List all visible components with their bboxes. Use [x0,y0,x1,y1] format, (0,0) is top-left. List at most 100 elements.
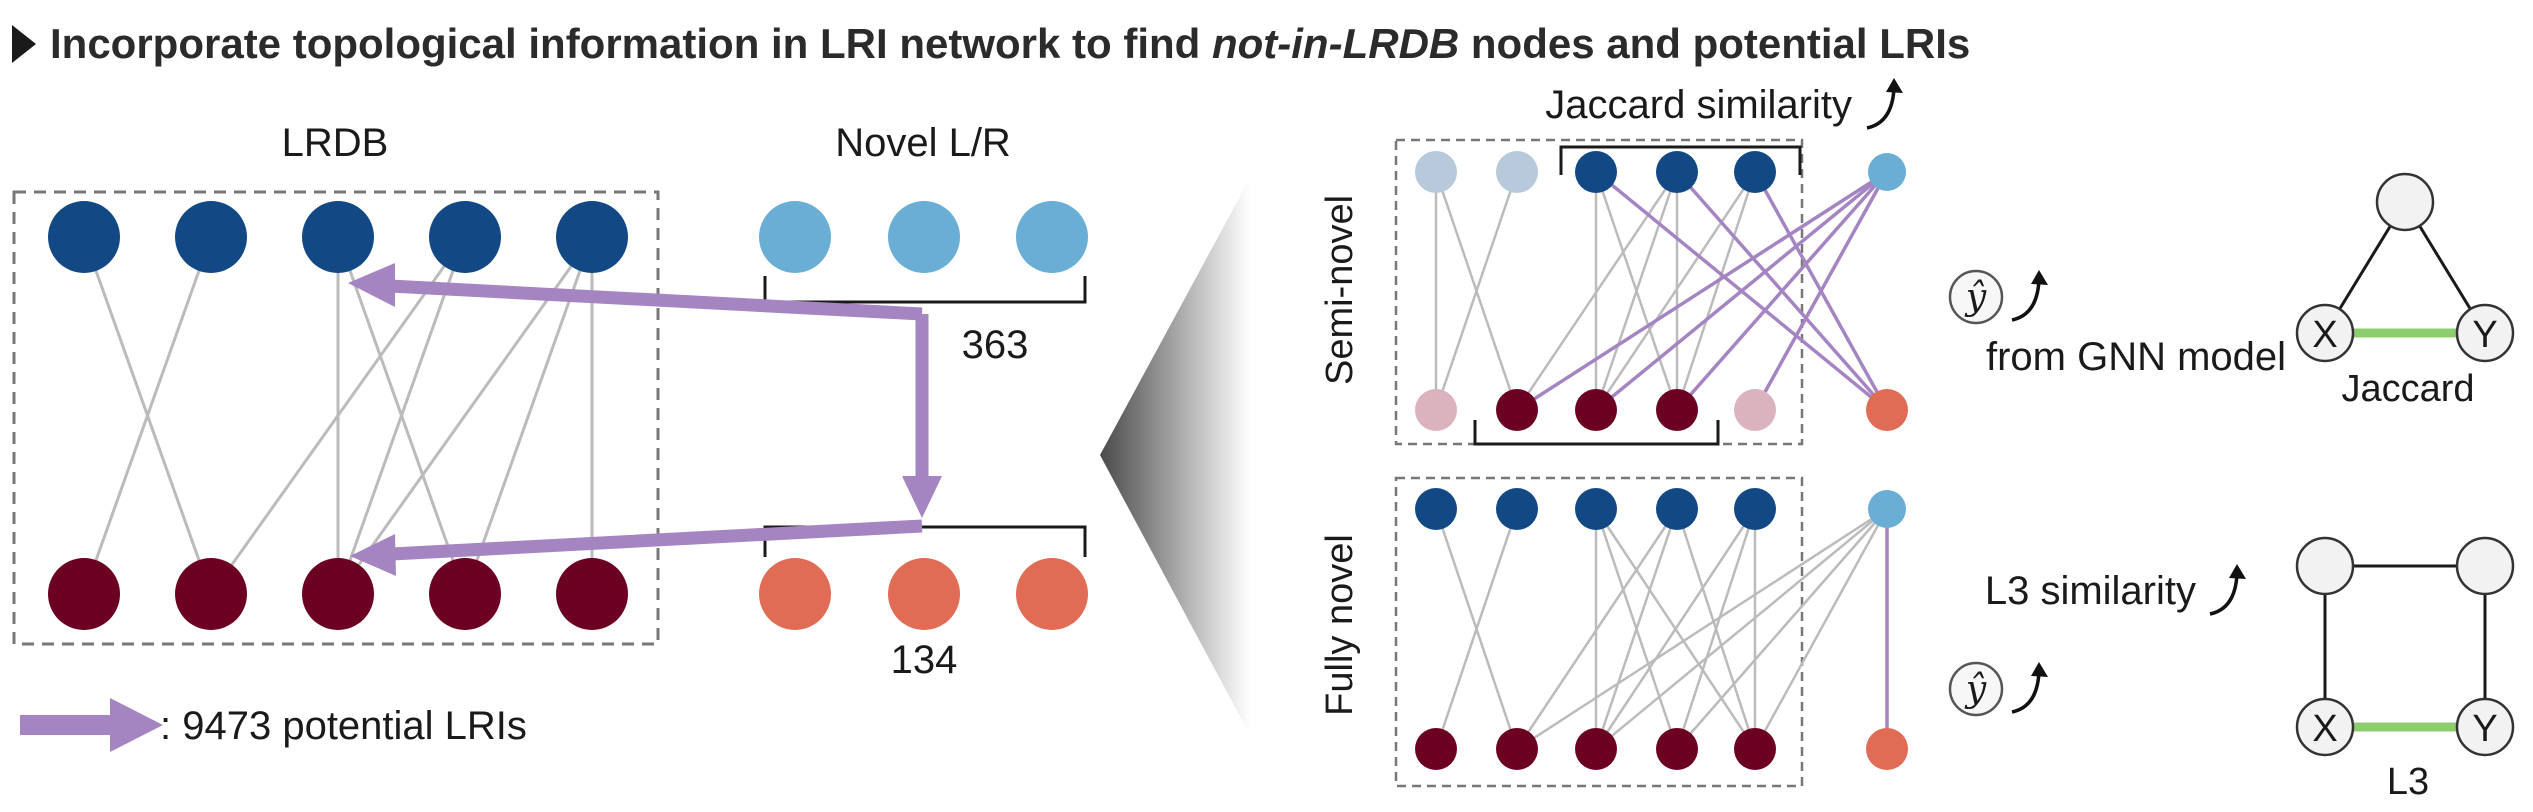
motif-common-node [2455,536,2515,596]
l3-up-arrow-icon [2209,573,2239,616]
receptor-node [1575,728,1617,770]
motif-common-node [2295,536,2355,596]
novel-receptor-node [759,558,831,630]
receptor-node [1656,389,1698,431]
motif-y-node [2455,303,2515,363]
motif-common-node [2375,172,2435,232]
yhat-badge [1948,269,2004,325]
yhat-symbol: ŷ [1964,669,1987,710]
l3-motif-label: L3 [2387,761,2429,803]
title-emphasis: not-in-LRDB [1212,20,1459,67]
novel-receptor-count: 134 [891,638,958,682]
lrdb-ligand-node [302,201,374,273]
novel-receptor-bracket [763,525,1087,557]
ligand-node [1734,151,1776,193]
lrdb-receptor-node [302,558,374,630]
semi-novel-label: Semi-novel [1319,195,1361,385]
lrdb-label: LRDB [282,121,389,165]
faded-receptor-node [1415,389,1457,431]
ligand-node [1656,488,1698,530]
lrdb-receptor-node [175,558,247,630]
l3-similarity-label: L3 similarity [1985,569,2196,613]
faded-receptor-node [1734,389,1776,431]
gnn-label: from GNN model [1986,335,2286,379]
potential-lri-arrows [348,263,942,576]
semi-novel-ligand-nodes [1415,151,1906,193]
semi-novel-gray-edges [1434,171,1757,411]
fully-novel-box [1394,476,1804,788]
lrdb-edges [82,236,594,595]
gnn-up-arrow-head [2031,662,2048,677]
receptor-node [1415,728,1457,770]
jaccard-motif-y-label: Y [2472,314,2497,356]
fully-novel-ligand-nodes [1415,488,1906,530]
faded-ligand-node [1496,151,1538,193]
lrdb-receptor-node [429,558,501,630]
semi-novel-receptor-nodes [1415,389,1908,431]
semi-novel-box [1394,138,1804,446]
receptor-node [1496,389,1538,431]
jaccard-up-arrow-head [1886,78,1903,93]
novel-receptor-node [1866,389,1908,431]
lrdb-receptor-nodes [48,558,628,630]
title-bullet-icon [12,25,36,63]
fully-novel-receptor-nodes [1415,728,1908,770]
gnn-up-arrow-icon [2011,279,2041,322]
lrdb-ligand-node [175,201,247,273]
novel-ligand-nodes [759,201,1088,273]
novel-receptor-node [1016,558,1088,630]
title: Incorporate topological information in L… [50,20,1970,67]
yhat-symbol: ŷ [1964,277,1987,318]
gnn-up-arrow-head [2031,270,2048,285]
novel-ligand-node [888,201,960,273]
ligand-node [1496,488,1538,530]
lrdb-ligand-node [429,201,501,273]
novel-receptor-node [1866,728,1908,770]
receptor-node [1575,389,1617,431]
legend-text: : 9473 potential LRIs [160,704,527,748]
fully-novel-label: Fully novel [1319,534,1361,716]
title-prefix: Incorporate topological information in L… [50,20,1212,67]
jaccard-motif [2295,172,2515,363]
fully-novel-gray-edges [1434,507,1889,751]
jaccard-up-arrow-icon [1866,87,1896,130]
ligand-node [1575,151,1617,193]
novel-receptor-nodes [759,558,1088,630]
yhat-badge [1948,661,2004,717]
legend-arrow-icon [20,698,163,752]
lrdb-ligand-node [556,201,628,273]
lrdb-receptor-node [556,558,628,630]
lrdb-ligand-node [48,201,120,273]
ligand-node [1415,488,1457,530]
zoom-funnel [1100,178,1250,735]
novel-ligand-node [759,201,831,273]
motif-x-node [2295,303,2355,363]
receptor-node [1496,728,1538,770]
novel-ligand-bracket [763,276,1087,304]
motif-x-node [2295,697,2355,757]
jaccard-motif-label: Jaccard [2341,368,2474,410]
receptor-node [1656,728,1698,770]
semi-novel-purple-edges [1516,170,1889,412]
l3-up-arrow-head [2229,564,2246,579]
ligand-node [1656,151,1698,193]
novel-ligand-node [1016,201,1088,273]
novel-lr-label: Novel L/R [835,121,1011,165]
l3-motif-y-label: Y [2472,708,2497,750]
novel-ligand-count: 363 [962,323,1029,367]
l3-motif [2295,536,2515,757]
semi-novel-receptor-bracket [1473,420,1720,446]
jaccard-motif-x-label: X [2312,314,2337,356]
lrdb-receptor-node [48,558,120,630]
lrdb-ligand-nodes [48,201,628,273]
novel-ligand-node [1868,490,1906,528]
jaccard-similarity-label: Jaccard similarity [1545,83,1852,127]
title-suffix: nodes and potential LRIs [1459,20,1970,67]
novel-receptor-node [888,558,960,630]
semi-novel-ligand-bracket [1559,145,1802,175]
receptor-node [1734,728,1776,770]
motif-y-node [2455,697,2515,757]
faded-ligand-node [1415,151,1457,193]
novel-ligand-node [1868,153,1906,191]
